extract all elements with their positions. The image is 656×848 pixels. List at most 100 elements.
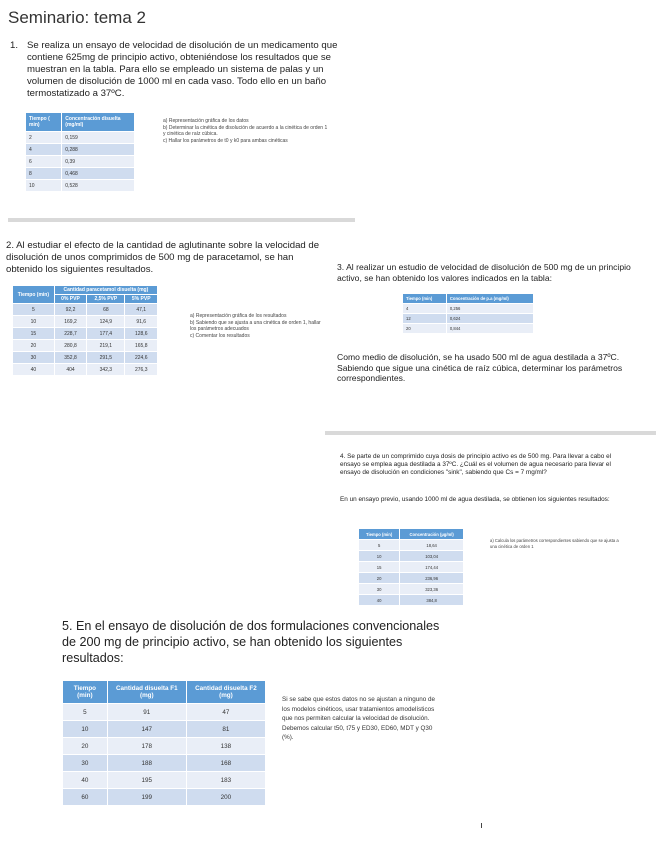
table-header-row: Tiempo ( min) Concentración disuelta (mg/… [24, 112, 135, 132]
table-cell: 291,5 [86, 351, 126, 364]
question-item: b) Determinar la cinética de disolución … [163, 124, 328, 138]
table-cell: 0,288 [61, 143, 135, 156]
table-cell: 384,8 [399, 594, 464, 606]
problem-4-question: a) Calcula los parámetros correspondient… [490, 538, 619, 549]
table-cell: 68 [86, 303, 126, 316]
table-cell: 6 [24, 155, 63, 168]
column-header: Concentración (µg/ml) [399, 528, 464, 540]
table-cell: 92,2 [53, 303, 88, 316]
table-row: 4 0,256 [402, 303, 535, 314]
table-cell: 219,1 [86, 339, 126, 352]
problem-number: 1. [10, 40, 19, 51]
table-2: Tiempo (min) Cantidad paracetamol disuelt… [12, 285, 159, 376]
table-row: 6 0,39 [24, 155, 135, 168]
table-row: 5 18,64 [357, 539, 464, 551]
table-cell: 47 [185, 703, 267, 721]
table-cell: 0,468 [61, 167, 135, 180]
table-cell: 10 [12, 315, 55, 328]
column-header: 2,5% PVP [86, 294, 126, 304]
table-cell: 342,3 [86, 363, 126, 376]
problem-3-text: 3. Al realizar un estudio de velocidad d… [337, 262, 631, 283]
table-row: 10 103,04 [357, 550, 464, 562]
table-row: 20 0,844 [402, 323, 535, 334]
table-cell: 228,7 [53, 327, 88, 340]
column-header: Concentración de p.a (mg/ml) [445, 293, 535, 304]
question-item: c) Hallar los parámetros de t0 y k0 para… [163, 137, 288, 144]
table-row: 5 91 47 [62, 703, 267, 721]
column-group-header: Cantidad paracetamol disuelta (mg) [53, 285, 159, 295]
table-cell: 4 [24, 143, 63, 156]
table-cell: 352,8 [53, 351, 88, 364]
table-cell: 147 [106, 720, 187, 738]
column-header: Concentración disuelta (mg/ml) [61, 112, 135, 132]
table-row: 60 199 200 [62, 788, 267, 806]
column-header: Cantidad disuelta F2 (mg) [185, 680, 267, 704]
table-cell: 103,04 [399, 550, 464, 562]
table-row: 15 228,7 177,4 128,6 [12, 327, 158, 340]
table-row: 20 236,96 [357, 572, 464, 584]
question-item: a) Representación gráfica de los datos [163, 118, 249, 124]
table-cell: 280,8 [53, 339, 88, 352]
table-row: 5 92,2 68 47,1 [12, 303, 158, 316]
table-cell: 15 [357, 561, 401, 573]
table-cell: 169,2 [53, 315, 88, 328]
table-cell: 183 [185, 771, 267, 789]
table-cell: 177,4 [86, 327, 126, 340]
table-row: 15 174,44 [357, 561, 464, 573]
table-cell: 15 [12, 327, 55, 340]
column-header: Tiempo ( min) [24, 112, 63, 132]
table-cell: 195 [106, 771, 187, 789]
table-cell: 323,36 [399, 583, 464, 595]
table-cell: 174,44 [399, 561, 464, 573]
table-cell: 0,528 [61, 179, 135, 192]
table-cell: 200 [185, 788, 267, 806]
table-header-row: Tiempo (min) Concentración (µg/ml) [357, 528, 464, 540]
table-1: Tiempo ( min) Concentración disuelta (mg/… [24, 112, 135, 192]
table-row: 30 188 168 [62, 754, 267, 772]
table-cell: 178 [106, 737, 187, 755]
table-cell: 40 [357, 594, 401, 606]
table-cell: 47,1 [124, 303, 158, 316]
table-row: 10 0,528 [24, 179, 135, 192]
column-header: Tiempo (min) [357, 528, 401, 540]
table-cell: 0,624 [445, 313, 535, 324]
table-row: 10 147 81 [62, 720, 267, 738]
table-row: 20 178 138 [62, 737, 267, 755]
column-header: Cantidad disuelta F1 (mg) [106, 680, 187, 704]
problem-4-text: 4. Se parte de un comprimido cuya dosis … [340, 453, 612, 476]
table-cell: 18,64 [399, 539, 464, 551]
table-cell: 12 [402, 313, 447, 324]
table-cell: 165,8 [124, 339, 158, 352]
column-header: 0% PVP [53, 294, 88, 304]
table-cell: 199 [106, 788, 187, 806]
table-cell: 10 [24, 179, 63, 192]
table-cell: 30 [62, 754, 108, 772]
table-row: 4 0,288 [24, 143, 135, 156]
question-item: a) Representación gráfica de los resulta… [190, 313, 287, 319]
table-cell: 224,6 [124, 351, 158, 364]
table-row: 2 0,159 [24, 131, 135, 144]
table-cell: 20 [357, 572, 401, 584]
question-item: b) Sabiendo que se ajusta a una cinética… [190, 319, 321, 333]
table-cell: 20 [12, 339, 55, 352]
problem-1-text: 1. Se realiza un ensayo de velocidad de … [10, 40, 340, 100]
table-cell: 128,6 [124, 327, 158, 340]
table-cell: 0,844 [445, 323, 535, 334]
problem-5-text: 5. En el ensayo de disolución de dos for… [62, 619, 440, 665]
table-row: 30 323,36 [357, 583, 464, 595]
divider [325, 431, 656, 435]
table-cell: 404 [53, 363, 88, 376]
table-cell: 30 [12, 351, 55, 364]
table-3: Tiempo (min) Concentración de p.a (mg/ml)… [402, 293, 535, 334]
column-header: 5% PVP [124, 294, 158, 304]
table-cell: 124,9 [86, 315, 126, 328]
problem-2-text: 2. Al estudiar el efecto de la cantidad … [6, 240, 320, 275]
table-row: 40 384,8 [357, 594, 464, 606]
table-cell: 188 [106, 754, 187, 772]
question-item: c) Comentar los resultados [190, 332, 250, 339]
table-cell: 2 [24, 131, 63, 144]
table-cell: 91,6 [124, 315, 158, 328]
problem-4-text-2: En un ensayo previo, usando 1000 ml de a… [340, 496, 610, 503]
table-cell: 91 [106, 703, 187, 721]
table-header-row: Tiempo (min) Concentración de p.a (mg/ml) [402, 293, 535, 304]
